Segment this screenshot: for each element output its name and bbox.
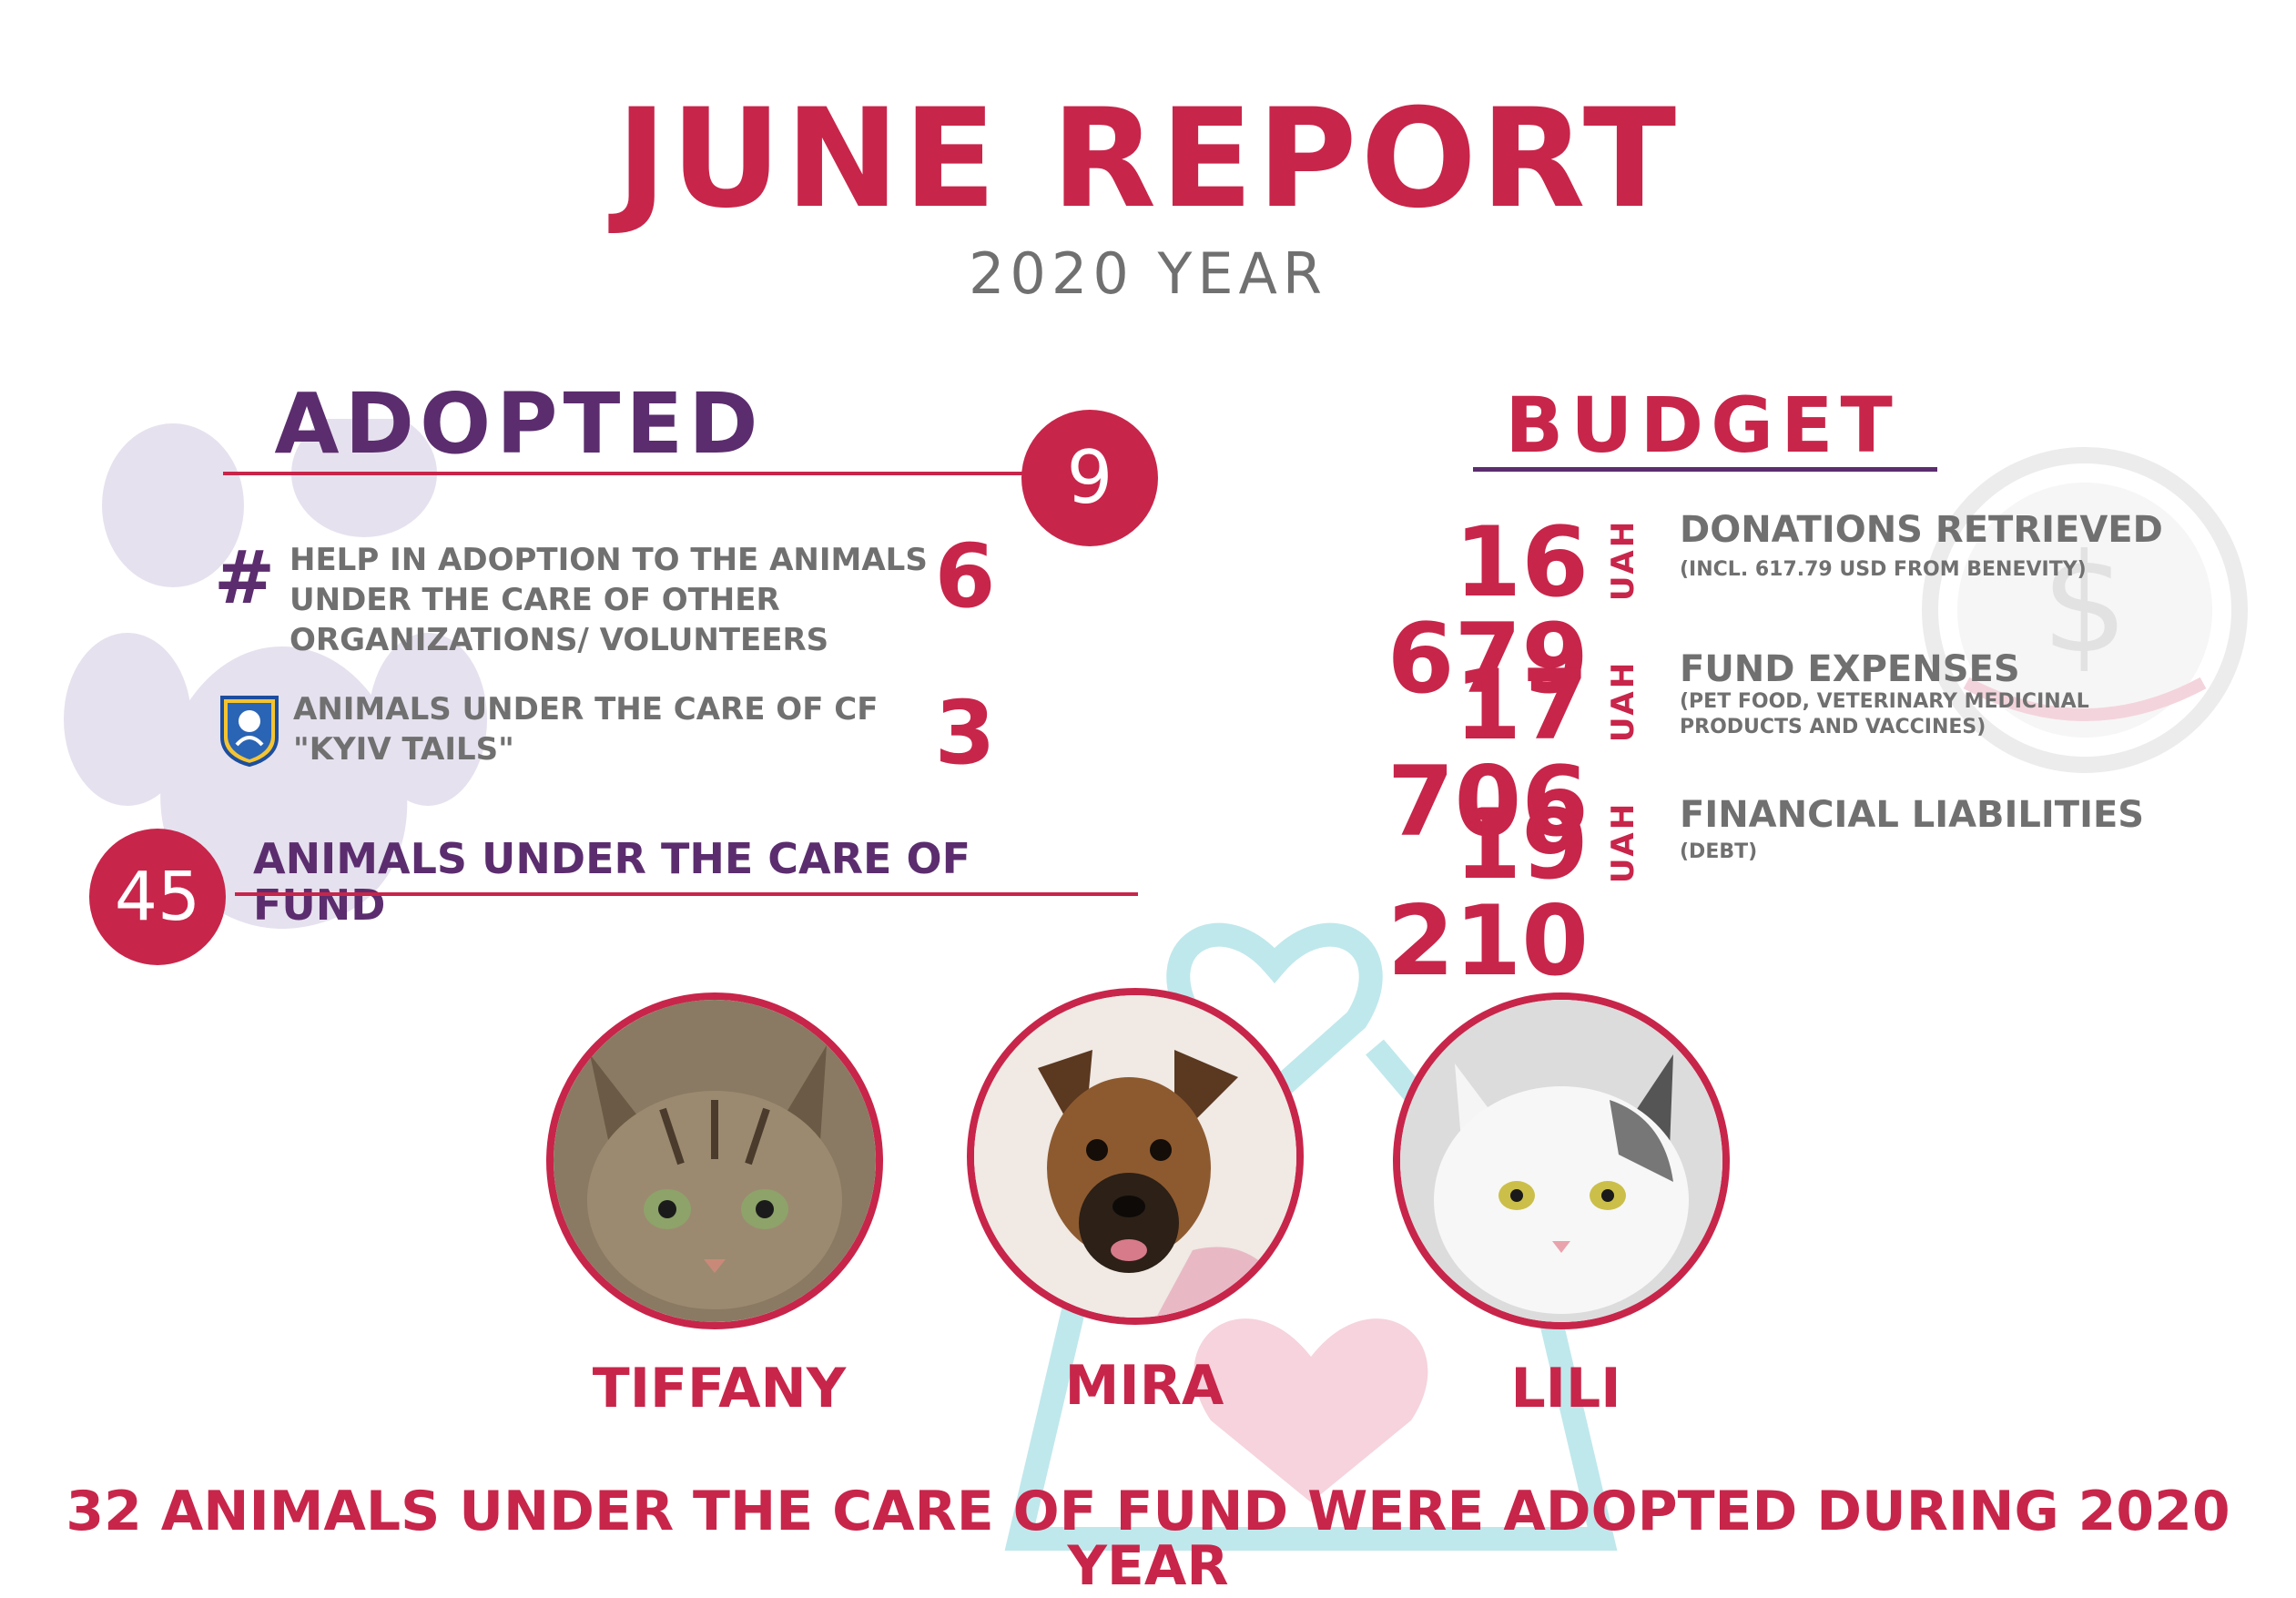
coin-decoration: $ [1922,447,2248,773]
adopted-heading: ADOPTED [274,375,764,473]
report-subtitle: 2020 YEAR [968,240,1328,307]
budget-item-note: (INCL. 617.79 USD FROM BENEVITY) [1680,558,2087,581]
pet-name: TIFFANY [592,1357,847,1420]
budget-divider [1473,467,1937,472]
report-title: JUNE REPORT [615,80,1681,239]
budget-amount: 17 706 [1387,649,1589,858]
pet-name: MIRA [1064,1354,1224,1418]
tabby-kitten-photo [546,992,883,1329]
pet-name: LILI [1510,1357,1621,1420]
budget-item-label: DONATIONS RETRIEVED [1680,509,2163,551]
budget-amount: 19 210 [1387,789,1589,997]
adopted-divider [223,472,1042,475]
care-divider [235,892,1138,896]
currency-label: UAH [1605,518,1641,602]
hashtag-icon: # [214,535,276,620]
budget-item-label: FUND EXPENSES [1680,648,2020,690]
puppy-photo [967,988,1304,1325]
budget-item-label: FINANCIAL LIABILITIES [1680,794,2145,836]
adopted-row-label: HELP IN ADOPTION TO THE ANIMALS UNDER TH… [290,542,928,658]
white-cat-photo [1393,992,1730,1329]
kyiv-tails-crest-icon [220,696,279,767]
budget-item-note: (DEBT) [1680,840,1758,863]
currency-label: UAH [1605,659,1641,743]
svg-text:$: $ [2041,525,2128,684]
budget-amount: 16 679 [1387,506,1589,715]
paw-print-decoration [64,419,487,929]
budget-heading: BUDGET [1505,381,1900,470]
currency-label: UAH [1605,800,1641,884]
footer-summary: 32 ANIMALS UNDER THE CARE OF FUND WERE A… [66,1480,2230,1598]
adopted-total-badge: 9 [1021,410,1158,546]
adopted-row-value: 3 [934,682,996,784]
adopted-row-value: 6 [934,525,996,627]
adopted-row-label: ANIMALS UNDER THE CARE OF CF "KYIV TAILS… [293,691,879,768]
budget-item-note: (PET FOOD, VETERINARY MEDICINAL PRODUCTS… [1680,690,2089,738]
care-count-badge: 45 [89,829,226,965]
care-count-label: ANIMALS UNDER THE CARE OF FUND [253,834,970,930]
